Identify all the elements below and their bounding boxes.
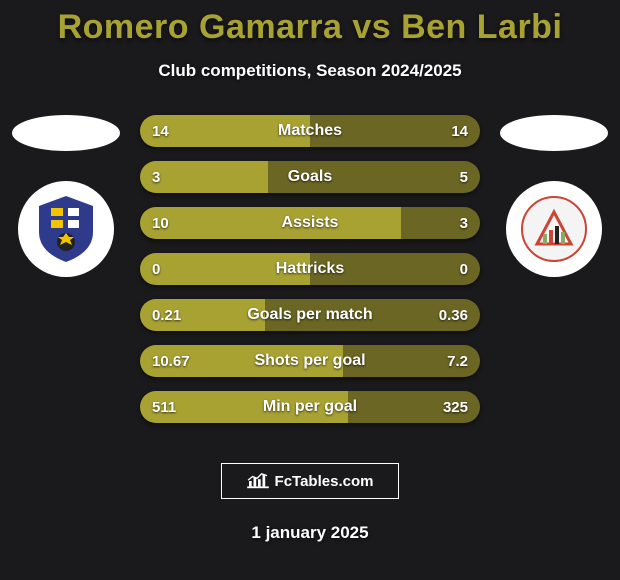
page-title: Romero Gamarra vs Ben Larbi	[0, 0, 620, 47]
stat-row: Hattricks00	[140, 253, 480, 285]
player-right	[494, 115, 614, 277]
bar-fill-right	[265, 299, 480, 331]
subtitle: Club competitions, Season 2024/2025	[0, 61, 620, 81]
bar-fill-right	[268, 161, 481, 193]
stat-row: Matches1414	[140, 115, 480, 147]
bar-fill-right	[310, 115, 480, 147]
stat-row: Min per goal511325	[140, 391, 480, 423]
stat-row: Shots per goal10.677.2	[140, 345, 480, 377]
stat-row: Assists103	[140, 207, 480, 239]
shield-icon	[519, 194, 589, 264]
player-left	[6, 115, 126, 277]
player-ellipse-icon	[500, 115, 608, 151]
bar-fill-right	[310, 253, 480, 285]
bar-fill-right	[348, 391, 480, 423]
bar-fill-left	[140, 115, 310, 147]
compare-area: Matches1414 Goals35 Assists103 Hattricks00 G…	[0, 115, 620, 435]
bar-fill-left	[140, 345, 343, 377]
club-badge-left	[18, 181, 114, 277]
bar-fill-left	[140, 253, 310, 285]
club-badge-right	[506, 181, 602, 277]
stat-row: Goals35	[140, 161, 480, 193]
footer-brand[interactable]: FcTables.com	[221, 463, 399, 499]
bar-fill-right	[401, 207, 480, 239]
bar-fill-left	[140, 207, 401, 239]
date: 1 january 2025	[0, 523, 620, 543]
player-ellipse-icon	[12, 115, 120, 151]
footer-brand-label: FcTables.com	[275, 473, 374, 490]
shield-icon	[31, 194, 101, 264]
chart-icon	[247, 472, 269, 490]
bar-fill-right	[343, 345, 480, 377]
bar-fill-left	[140, 391, 348, 423]
bar-fill-left	[140, 299, 265, 331]
bar-fill-left	[140, 161, 268, 193]
stat-bars: Matches1414 Goals35 Assists103 Hattricks00 G…	[140, 115, 480, 423]
stat-row: Goals per match0.210.36	[140, 299, 480, 331]
